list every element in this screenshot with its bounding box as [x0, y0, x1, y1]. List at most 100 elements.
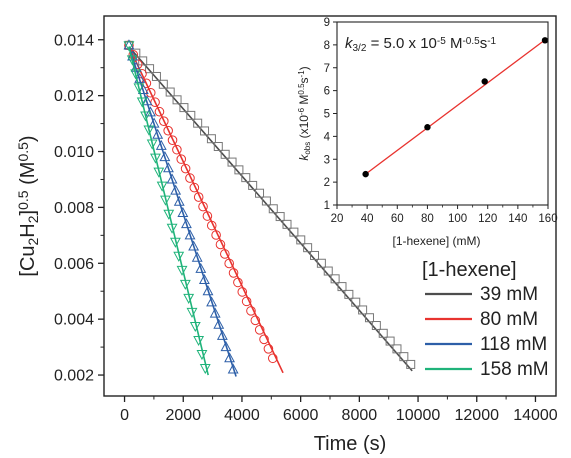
inset-x-tick-label: 20 — [331, 213, 344, 225]
data-point — [159, 151, 171, 162]
data-point — [172, 144, 182, 155]
main-axes: 0 2000 4000 6000 8000 10000 12000 14000 0.002 0.0… — [54, 32, 558, 424]
inset-y-tick-label: 6 — [324, 86, 330, 98]
data-point — [158, 79, 168, 89]
series-80-mM — [124, 40, 284, 374]
label-part: 0.5 — [15, 142, 31, 162]
x-tick-label: 6000 — [283, 407, 319, 424]
label-part: k — [297, 154, 311, 161]
y-tick-label: 0.004 — [54, 312, 94, 329]
data-point — [160, 195, 171, 206]
data-point — [195, 262, 207, 273]
data-point — [310, 250, 320, 260]
data-point — [170, 184, 182, 195]
label-part: ) — [297, 66, 311, 70]
data-point — [166, 223, 178, 234]
x-tick-label: 4000 — [224, 407, 260, 424]
data-point — [193, 335, 205, 347]
label-part: -0.5 — [462, 36, 480, 47]
data-point — [152, 128, 164, 139]
data-point — [199, 364, 211, 375]
data-point — [185, 173, 195, 183]
data-point — [202, 285, 214, 296]
data-point — [267, 353, 278, 364]
data-point — [241, 173, 251, 183]
fit-line — [128, 46, 209, 376]
inset-y-tick-label: 2 — [324, 177, 330, 189]
inset-y-tick-label: 7 — [324, 63, 330, 75]
data-point — [179, 103, 189, 113]
data-point — [206, 220, 217, 231]
data-point — [143, 125, 155, 136]
data-point — [241, 296, 252, 307]
data-point — [155, 139, 167, 150]
data-point — [166, 173, 178, 184]
data-point — [159, 116, 169, 127]
data-point — [176, 154, 187, 164]
x-tick-label: 12000 — [455, 407, 500, 424]
label-part: 2 — [25, 237, 41, 245]
data-point — [406, 359, 416, 369]
data-point — [141, 78, 152, 89]
inset-x-tick-label: 80 — [421, 213, 434, 225]
data-point — [337, 282, 347, 292]
legend-entry-label: 118 mM — [480, 334, 547, 355]
label-part: -6 — [297, 107, 306, 115]
data-point — [399, 352, 409, 362]
data-point — [330, 274, 340, 284]
data-point — [134, 72, 146, 83]
data-point — [177, 206, 189, 217]
inset-data-group — [362, 37, 549, 178]
inset-y-tick-label: 4 — [324, 131, 331, 143]
label-part: (M — [17, 162, 39, 191]
data-point — [151, 71, 161, 81]
inset-y-tick-label: 3 — [324, 154, 330, 166]
label-part: 3/2 — [353, 43, 367, 54]
data-point — [259, 334, 269, 345]
data-point — [189, 321, 201, 333]
data-point — [167, 135, 178, 145]
data-point — [173, 251, 185, 262]
main-series-group — [123, 39, 416, 377]
data-point — [186, 110, 196, 120]
data-point — [163, 209, 175, 220]
label-part: M — [446, 35, 463, 52]
data-point — [198, 273, 210, 285]
data-point — [224, 258, 234, 269]
data-point — [126, 55, 138, 66]
fit-line — [128, 46, 413, 372]
data-point — [183, 293, 195, 304]
inset-x-tick-label: 160 — [538, 213, 557, 225]
data-point — [220, 341, 232, 352]
data-point — [358, 305, 368, 315]
data-point — [200, 126, 210, 136]
inset-background — [337, 22, 548, 205]
label-part: obs — [303, 142, 312, 155]
data-point — [282, 219, 292, 229]
inset-x-tick-label: 60 — [391, 213, 404, 225]
legend-entry-label: 39 mM — [480, 284, 538, 305]
data-point — [254, 325, 265, 335]
data-point — [133, 83, 145, 94]
main-plot-frame — [103, 15, 557, 397]
series-118-mM — [123, 39, 239, 377]
data-point — [145, 64, 155, 74]
data-point — [237, 287, 248, 297]
label-part: (x10 — [297, 115, 311, 142]
data-point — [296, 235, 306, 245]
data-point — [316, 258, 326, 268]
x-tick-label: 14000 — [513, 407, 558, 424]
label-part: -1 — [487, 36, 496, 47]
data-point — [141, 95, 153, 106]
label-part: 0.5 — [297, 83, 306, 95]
data-point — [193, 192, 204, 202]
data-point — [268, 204, 278, 214]
data-point — [351, 297, 361, 307]
inset-plot-frame — [336, 21, 549, 206]
data-point — [213, 318, 225, 329]
x-tick-label: 10000 — [396, 407, 441, 424]
inset-y-tick-label: 9 — [324, 17, 330, 29]
y-tick-label: 0.008 — [54, 200, 94, 217]
data-point — [206, 296, 218, 307]
data-point — [163, 162, 174, 173]
